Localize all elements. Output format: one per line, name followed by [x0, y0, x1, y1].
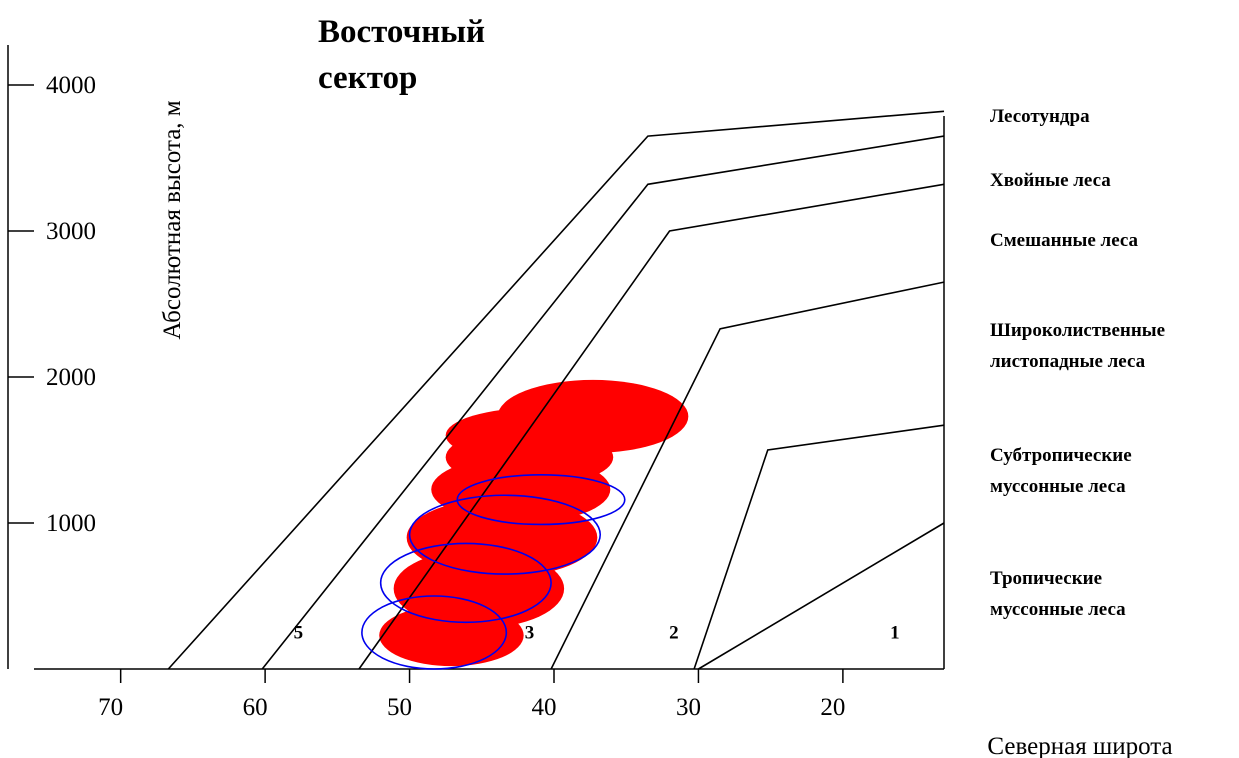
y-tick-label-2: 3000	[46, 218, 96, 245]
y-tick-label-0: 1000	[46, 510, 96, 537]
legend-label-2-0: Смешанные леса	[990, 230, 1139, 251]
outline-ellipses	[361, 474, 626, 670]
titles: Восточный сектор Северная широта Абсолют…	[159, 14, 1173, 758]
outline-ellipse-1	[379, 542, 552, 624]
outline-ellipse-0	[361, 595, 508, 670]
chart-title-line-2: сектор	[318, 60, 417, 96]
zone-label-5: 5	[294, 623, 304, 644]
series-line-0	[167, 110, 945, 670]
legend-label-3-1: листопадные леса	[990, 351, 1146, 372]
x-tick-label-3: 40	[532, 694, 557, 721]
legend-label-4-1: муссонные леса	[990, 476, 1126, 497]
outline-ellipse-2	[408, 494, 602, 575]
zone-label-2: 2	[669, 623, 679, 644]
series-line-2	[358, 183, 945, 670]
series-line-5	[698, 522, 945, 670]
x-tick-label-5: 20	[820, 694, 845, 721]
legend-label-5-1: муссонные леса	[990, 599, 1126, 620]
axes	[7, 45, 945, 683]
legend-label-4-0: Субтропические	[990, 445, 1132, 466]
series-lines	[167, 110, 945, 670]
y-tick-label-3: 4000	[46, 72, 96, 99]
zone-labels: 5 3 2 1	[294, 623, 900, 644]
legend: Лесотундра Хвойные леса Смешанные леса Широ…	[990, 106, 1165, 620]
x-tick-label-4: 30	[676, 694, 701, 721]
zone-label-3: 3	[525, 623, 535, 644]
tick-labels: 1000 2000 3000 4000 70 60 50 40 30 20	[46, 72, 845, 721]
chart-title-line-1: Восточный	[318, 14, 485, 50]
y-axis-label: Абсолютная высота, м	[159, 100, 186, 339]
zone-label-1: 1	[890, 623, 900, 644]
legend-label-3-0: Широколиственные	[990, 320, 1165, 341]
x-axis-label: Северная широта	[987, 733, 1172, 758]
x-tick-label-0: 70	[98, 694, 123, 721]
legend-label-0-0: Лесотундра	[990, 106, 1090, 127]
outline-ellipse-3	[456, 474, 626, 526]
series-line-3	[550, 281, 945, 670]
filled-ellipse-6	[497, 379, 689, 453]
series-line-1	[261, 135, 945, 670]
series-line-4	[693, 424, 945, 670]
x-tick-label-1: 60	[243, 694, 268, 721]
y-tick-label-1: 2000	[46, 364, 96, 391]
filled-ellipses	[379, 379, 689, 667]
legend-label-1-0: Хвойные леса	[990, 170, 1111, 191]
legend-label-5-0: Тропические	[990, 568, 1102, 589]
x-tick-label-2: 50	[387, 694, 412, 721]
